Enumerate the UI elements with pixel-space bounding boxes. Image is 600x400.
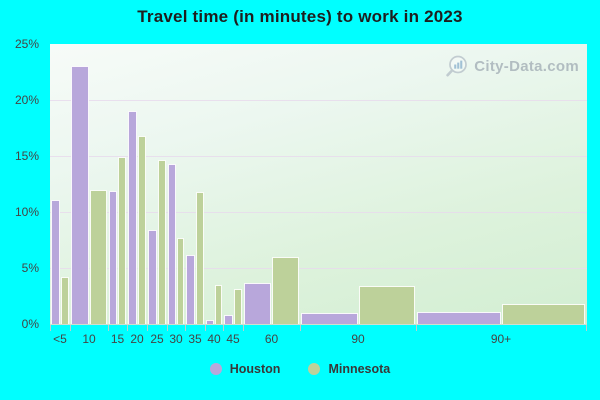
y-axis-label-20: 20% xyxy=(14,93,39,107)
x-tick-7 xyxy=(205,325,206,331)
legend: Houston Minnesota xyxy=(0,362,600,376)
legend-label-minnesota: Minnesota xyxy=(328,362,391,376)
chart-title: Travel time (in minutes) to work in 2023 xyxy=(137,7,463,26)
x-tick-8 xyxy=(223,325,224,331)
x-tick-9 xyxy=(243,325,244,331)
bar-houston-15[interactable] xyxy=(109,190,117,324)
bar-houston-45[interactable] xyxy=(224,315,233,324)
bar-minnesota-35[interactable] xyxy=(195,191,204,324)
x-tick-0 xyxy=(50,325,51,331)
legend-item-houston[interactable]: Houston xyxy=(209,362,281,376)
y-axis-label-5: 5% xyxy=(21,261,39,275)
bar-houston-90plus[interactable] xyxy=(417,311,501,324)
y-axis-label-15: 15% xyxy=(14,149,39,163)
bar-minnesota-40[interactable] xyxy=(214,284,222,324)
x-axis-label-40: 40 xyxy=(207,332,221,346)
x-axis-label-45: 45 xyxy=(226,332,240,346)
bar-houston-60[interactable] xyxy=(244,282,271,324)
bar-minnesota-20[interactable] xyxy=(137,135,146,324)
gridline-20 xyxy=(50,100,587,101)
watermark-label: City-Data.com xyxy=(474,57,579,75)
y-axis: 0% 5% 10% 15% 20% 25% xyxy=(0,37,44,331)
bar-houston-lt5[interactable] xyxy=(51,199,60,324)
bar-minnesota-15[interactable] xyxy=(118,157,126,324)
x-axis-label-lt5: <5 xyxy=(53,332,67,346)
x-tick-5 xyxy=(167,325,168,331)
bar-minnesota-90plus[interactable] xyxy=(501,303,585,324)
bar-houston-10[interactable] xyxy=(71,66,89,324)
x-tick-11 xyxy=(416,325,417,331)
legend-swatch-minnesota xyxy=(308,363,321,375)
bar-houston-40[interactable] xyxy=(206,319,214,324)
bar-houston-35[interactable] xyxy=(186,254,195,324)
x-tick-4 xyxy=(147,325,148,331)
x-tick-3 xyxy=(127,325,128,331)
x-tick-1 xyxy=(70,325,71,331)
x-tick-2 xyxy=(108,325,109,331)
x-axis-label-15: 15 xyxy=(110,332,125,346)
x-axis-label-90plus: 90+ xyxy=(490,332,512,346)
x-axis: <5 10 15 20 25 30 35 40 45 60 90 90+ xyxy=(50,324,587,350)
x-tick-12 xyxy=(586,325,587,331)
bar-minnesota-25[interactable] xyxy=(157,160,166,324)
bar-minnesota-60[interactable] xyxy=(272,256,299,324)
y-axis-label-25: 25% xyxy=(14,37,39,51)
y-axis-label-0: 0% xyxy=(21,317,39,331)
x-axis-label-60: 60 xyxy=(264,332,279,346)
x-axis-label-20: 20 xyxy=(130,332,144,346)
bar-minnesota-30[interactable] xyxy=(176,237,184,324)
bar-minnesota-45[interactable] xyxy=(233,289,242,324)
x-tick-10 xyxy=(300,325,301,331)
legend-swatch-houston xyxy=(209,363,222,375)
legend-item-minnesota[interactable]: Minnesota xyxy=(308,362,390,376)
x-axis-label-25: 25 xyxy=(150,332,164,346)
y-axis-label-10: 10% xyxy=(14,205,39,219)
magnifier-bar-chart-icon xyxy=(446,55,468,77)
x-tick-6 xyxy=(185,325,186,331)
plot-area: City-Data.com xyxy=(50,44,587,325)
bar-minnesota-90[interactable] xyxy=(358,285,415,324)
bar-houston-25[interactable] xyxy=(148,229,157,324)
bar-minnesota-lt5[interactable] xyxy=(60,276,69,324)
legend-label-houston: Houston xyxy=(229,362,281,376)
bar-houston-90[interactable] xyxy=(301,312,358,324)
bar-houston-20[interactable] xyxy=(128,111,137,324)
x-axis-label-90: 90 xyxy=(351,332,365,346)
bar-minnesota-10[interactable] xyxy=(89,189,107,324)
x-axis-label-30: 30 xyxy=(169,332,183,346)
x-axis-label-10: 10 xyxy=(82,332,96,346)
x-axis-label-35: 35 xyxy=(188,332,202,346)
bar-houston-30[interactable] xyxy=(168,163,176,324)
watermark[interactable]: City-Data.com xyxy=(445,54,579,78)
